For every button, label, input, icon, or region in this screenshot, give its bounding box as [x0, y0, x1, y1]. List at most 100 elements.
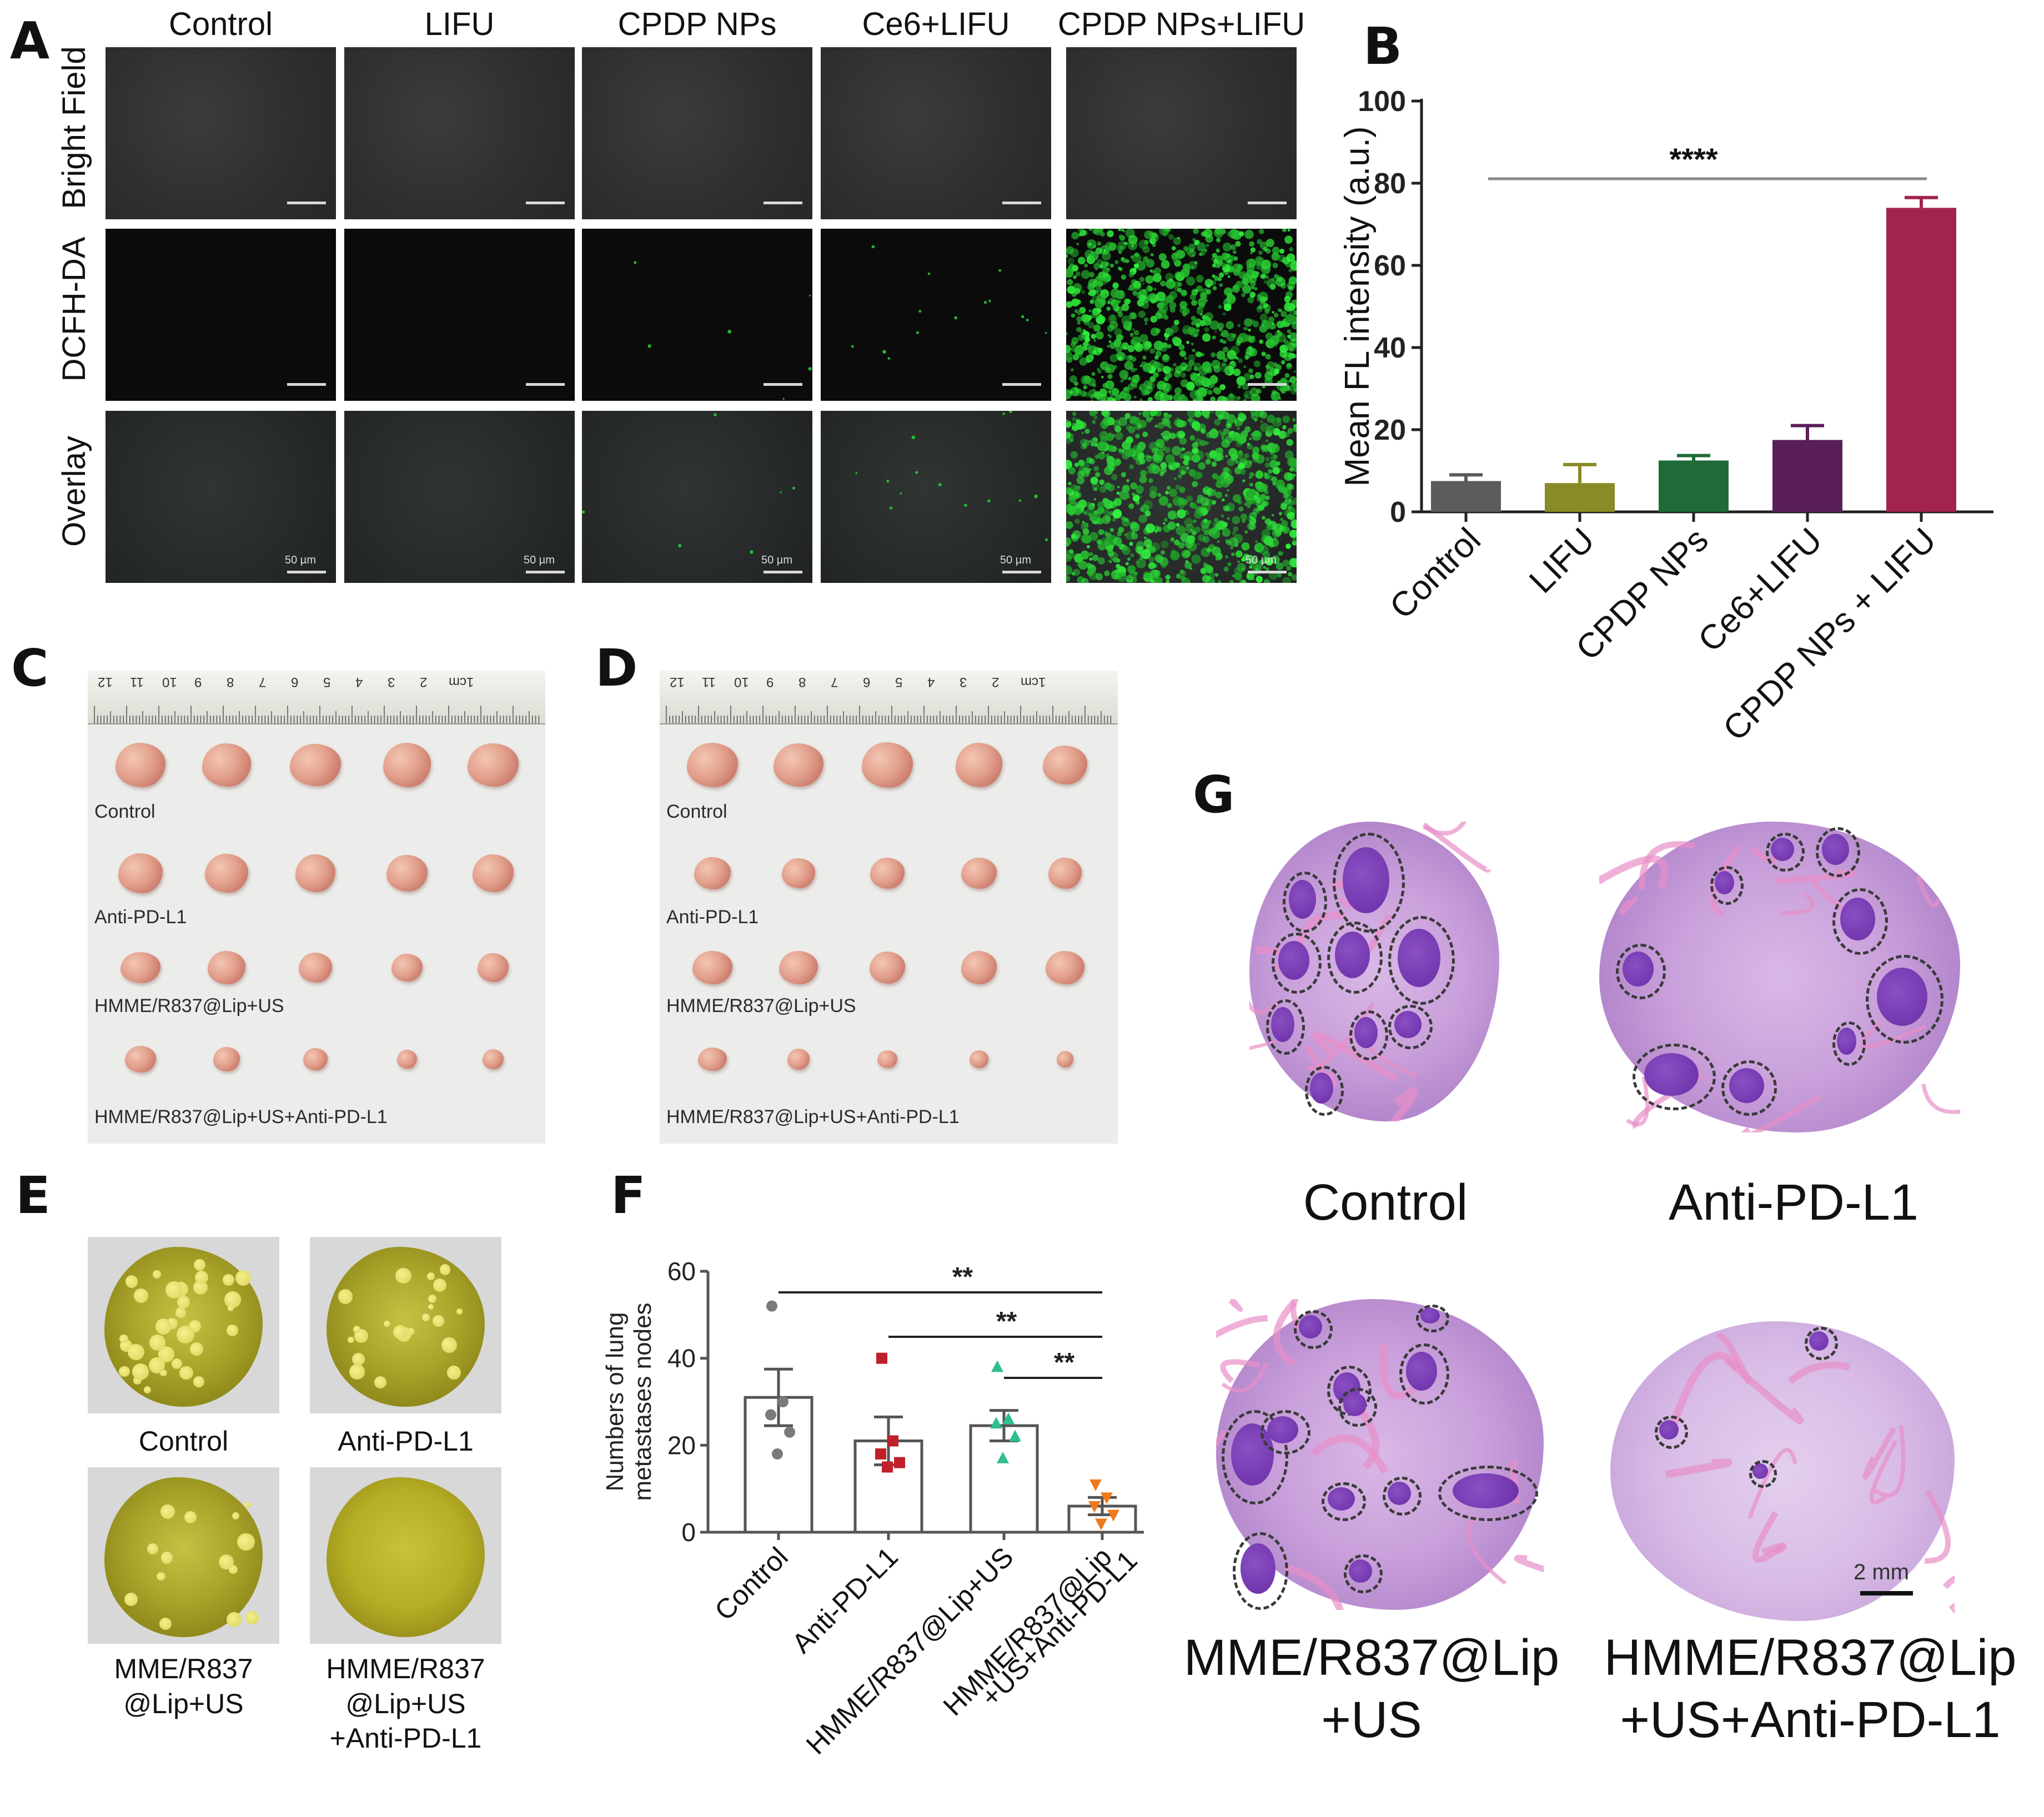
panel-a-column-label: CPDP NPs+LIFU — [1057, 6, 1305, 42]
metastasis-outline — [1766, 833, 1805, 872]
metastasis-outline — [1283, 872, 1327, 933]
micrograph-fluorescence — [582, 413, 796, 554]
metastasis-nodule — [194, 1259, 206, 1271]
metastasis-nodule — [338, 1289, 353, 1305]
scale-bar-label: 2 mm — [1854, 1560, 1909, 1584]
metastasis-nodule — [147, 1543, 158, 1555]
data-point — [875, 1448, 886, 1459]
metastasis-nodule — [175, 1307, 187, 1318]
scale-bar — [1002, 571, 1041, 573]
data-point — [1101, 1492, 1113, 1504]
metastasis-outline — [1260, 1410, 1310, 1454]
scale-bar — [1248, 202, 1287, 204]
lung-histology-section — [1599, 822, 1960, 1133]
panel-b-letter: B — [1363, 17, 1403, 76]
data-point — [876, 1352, 887, 1364]
tumor — [698, 1048, 727, 1071]
histology-label: Control — [1303, 1174, 1468, 1231]
y-tick-label: 0 — [681, 1518, 696, 1547]
lung-label: Anti-PD-L1 — [338, 1426, 474, 1457]
metastasis-nodule — [433, 1278, 446, 1292]
metastasis-outline — [1344, 1554, 1383, 1593]
ruler-number: 1cm — [1021, 675, 1046, 689]
metastasis-nodule — [128, 1343, 145, 1361]
tumor — [290, 744, 341, 786]
metastasis-nodule — [157, 1572, 165, 1581]
micrograph-fluorescence — [582, 47, 812, 219]
tumor — [787, 1049, 810, 1070]
panel-a-micrograph — [582, 47, 812, 219]
metastasis-nodule — [428, 1303, 434, 1310]
tumor — [1043, 746, 1087, 784]
lung-label: MME/R837 @Lip+US — [114, 1653, 253, 1719]
lung-tissue — [327, 1477, 485, 1637]
metastasis-outline — [1266, 999, 1305, 1055]
metastasis-outline — [1616, 944, 1666, 999]
metastasis-outline — [1749, 1460, 1777, 1488]
metastasis-nodule — [119, 1366, 130, 1377]
scale-bar — [287, 571, 326, 573]
panel-a-micrograph: 50 µm — [821, 411, 1051, 583]
tumor — [1046, 951, 1084, 984]
lung-photo — [88, 1467, 279, 1644]
ruler-ticks — [666, 706, 1112, 723]
data-point — [1009, 1430, 1021, 1442]
panel-a-column-label: Control — [169, 6, 273, 42]
micrograph-fluorescence — [1066, 47, 1297, 219]
group-label: HMME/R837@Lip+US — [666, 995, 856, 1016]
tumor — [478, 953, 509, 982]
metastasis-outline — [1816, 827, 1860, 877]
panel-a-micrograph — [344, 47, 575, 219]
data-point — [991, 1360, 1003, 1372]
tumor — [862, 742, 913, 788]
histology-label: MME/R837@Lip +US — [1183, 1629, 1560, 1749]
metastasis-nodule — [232, 1512, 240, 1520]
x-tick-label: CPDP NPs + LIFU — [1716, 521, 1943, 748]
panel-g-letter: G — [1193, 765, 1235, 824]
ruler-number: 4 — [355, 675, 363, 689]
panel-a-micrograph — [821, 47, 1051, 219]
metastasis-nodule — [172, 1358, 182, 1369]
tumor — [299, 953, 332, 983]
y-tick-label: 60 — [1374, 250, 1406, 282]
metastasis-outline — [1222, 1410, 1288, 1504]
scale-bar-label: 50 µm — [1246, 554, 1277, 566]
histology-label: HMME/R837@Lip +US+Anti-PD-L1 — [1604, 1629, 2017, 1749]
metastasis-nodule — [176, 1325, 194, 1343]
bar — [969, 1424, 1039, 1534]
x-tick-label: LIFU — [1522, 521, 1602, 601]
tumor — [774, 743, 823, 787]
ruler-number: 11 — [130, 675, 144, 689]
metastasis-outline — [1710, 866, 1744, 905]
metastasis-nodule — [348, 1336, 354, 1343]
ruler-number: 7 — [259, 675, 267, 689]
metastasis-nodule — [149, 1334, 165, 1351]
significance-label: **** — [1669, 142, 1717, 177]
micrograph-fluorescence — [344, 229, 575, 401]
metastasis-nodule — [226, 1324, 238, 1336]
scale-bar — [1248, 383, 1287, 386]
panel-d-letter: D — [595, 638, 638, 698]
bar — [1659, 460, 1729, 512]
lung-photo — [310, 1467, 501, 1644]
group-label: HMME/R837@Lip+US+Anti-PD-L1 — [94, 1106, 388, 1128]
panel-a-micrograph — [582, 229, 812, 401]
ruler-number: 6 — [863, 675, 871, 689]
data-point — [1002, 1412, 1015, 1425]
ruler-number: 7 — [831, 675, 838, 689]
metastasis-nodule — [235, 1270, 252, 1286]
lung-histology-section — [1610, 1321, 1955, 1621]
tumor — [115, 743, 165, 787]
metastasis-nodule — [395, 1267, 411, 1284]
data-point — [1088, 1501, 1101, 1513]
metastasis-nodule — [224, 1291, 241, 1308]
panel-e-letter: E — [16, 1166, 51, 1225]
y-axis-label: Numbers of lung — [601, 1312, 629, 1492]
metastasis-outline — [1349, 1010, 1388, 1060]
bar — [1772, 440, 1842, 512]
ruler-number: 5 — [895, 675, 903, 689]
tumor — [687, 743, 738, 787]
ruler-number: 4 — [927, 675, 935, 689]
data-point — [784, 1426, 795, 1438]
data-point — [1095, 1518, 1107, 1531]
